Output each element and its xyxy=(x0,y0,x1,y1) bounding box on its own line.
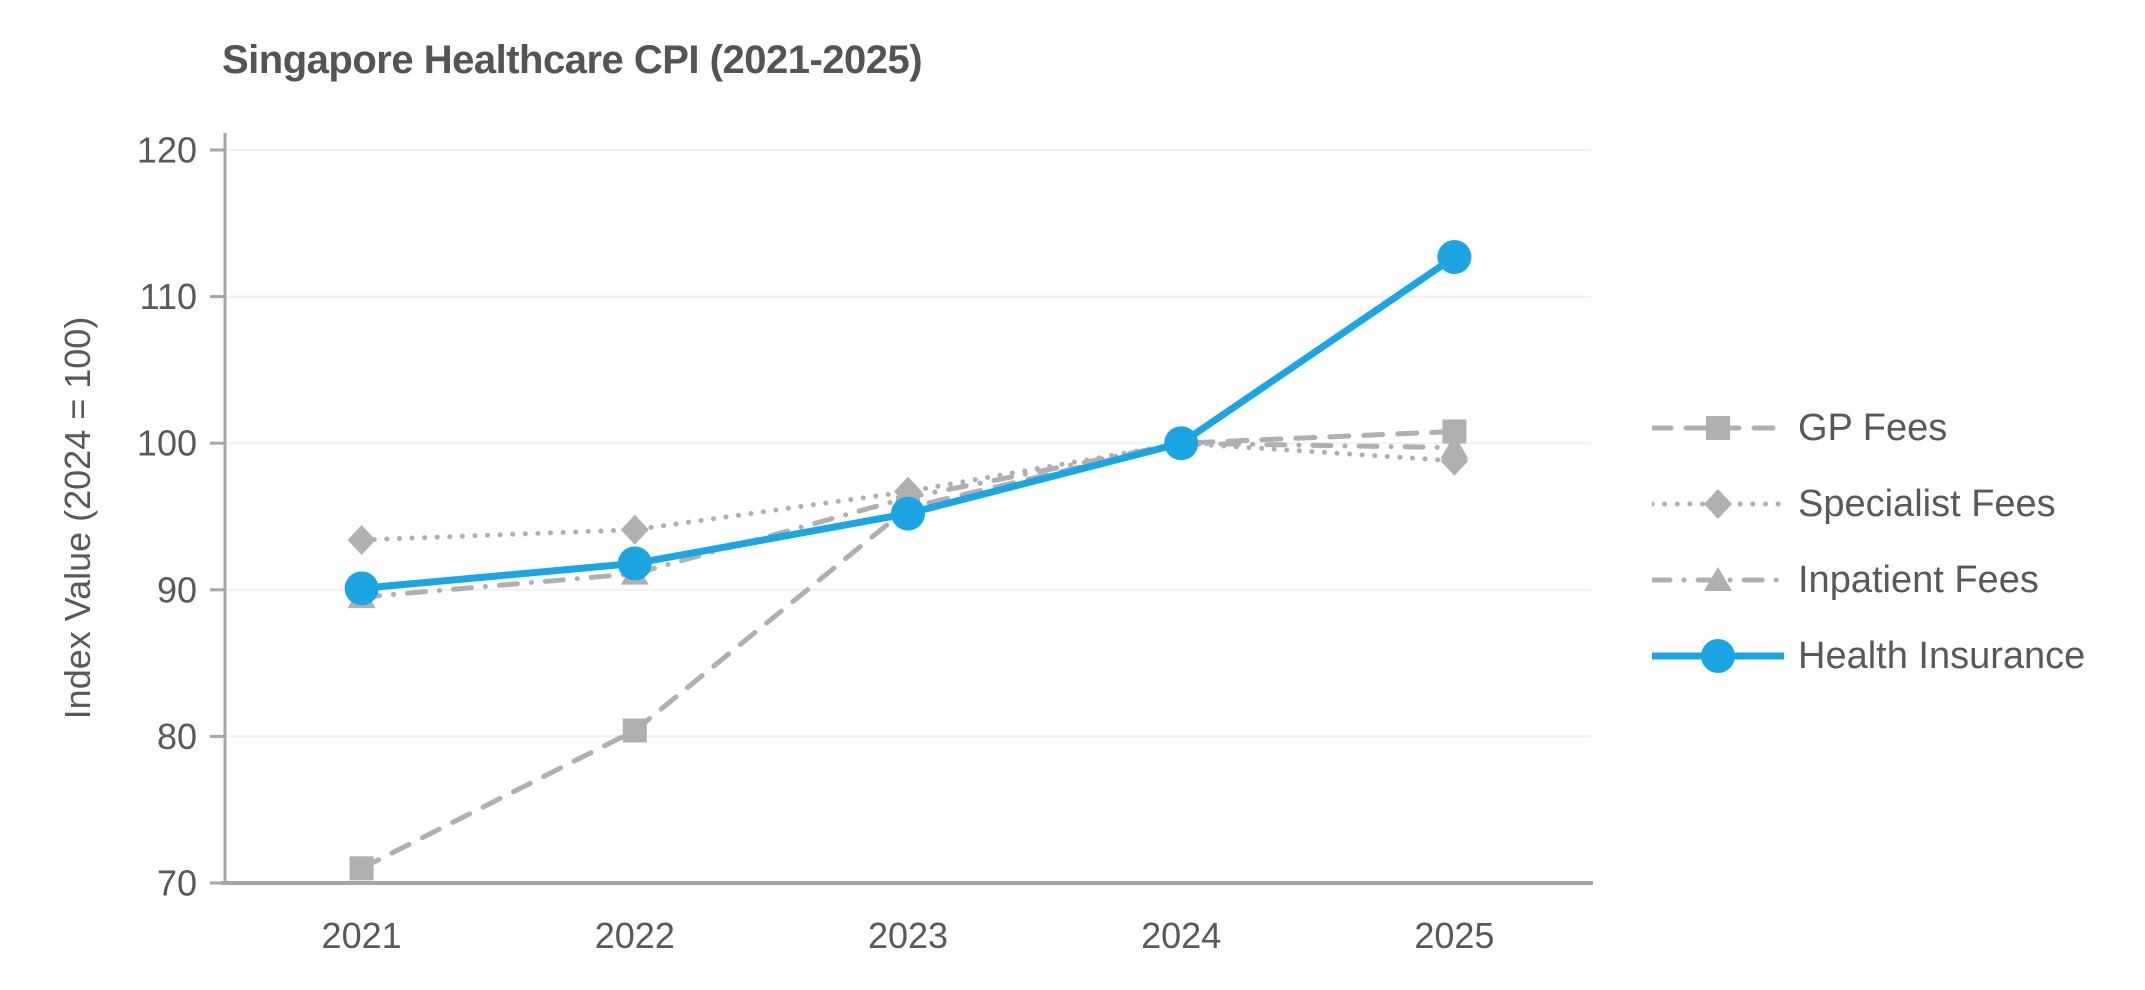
marker-gp-fees xyxy=(622,718,647,743)
x-tick-label: 2023 xyxy=(868,915,948,956)
legend-label: Specialist Fees xyxy=(1798,482,2056,525)
legend-label: GP Fees xyxy=(1798,406,1948,449)
legend-sample-line-icon xyxy=(1652,567,1784,591)
marker-gp-fees xyxy=(349,856,374,881)
chart-legend: GP Fees Specialist Fees Inpatient Fees H… xyxy=(1652,390,2085,694)
y-tick-label: 110 xyxy=(140,276,197,317)
y-tick-label: 100 xyxy=(137,423,197,464)
marker-inpatient-fees-legend xyxy=(1704,567,1732,591)
legend-item-gp-fees: GP Fees xyxy=(1652,390,2085,466)
chart-title: Singapore Healthcare CPI (2021-2025) xyxy=(222,38,923,82)
marker-health-insurance xyxy=(617,546,652,581)
series-line-specialist-fees xyxy=(359,440,1457,543)
y-tick-label: 70 xyxy=(157,863,197,904)
marker-health-insurance xyxy=(1164,426,1199,461)
marker-health-insurance xyxy=(1437,240,1472,275)
y-tick-label: 80 xyxy=(157,716,197,757)
x-tick-label: 2025 xyxy=(1414,915,1494,956)
x-tick-label: 2022 xyxy=(595,915,675,956)
marker-health-insurance xyxy=(891,496,925,531)
y-tick-label: 90 xyxy=(157,569,197,610)
legend-item-health-insurance: Health Insurance xyxy=(1652,618,2085,694)
marker-inpatient-fees xyxy=(1440,434,1469,459)
marker-gp-fees-legend xyxy=(1706,416,1730,440)
marker-specialist-fees-legend xyxy=(1704,489,1732,519)
marker-health-insurance-legend xyxy=(1701,639,1735,673)
y-tick-label: 120 xyxy=(137,130,197,171)
x-tick-label: 2021 xyxy=(322,915,402,956)
series-line-health-insurance xyxy=(358,253,1458,592)
legend-sample-line-icon xyxy=(1652,489,1784,519)
marker-specialist-fees xyxy=(620,514,649,545)
legend-sample-line-icon xyxy=(1652,639,1784,673)
marker-health-insurance xyxy=(344,571,379,606)
legend-item-specialist-fees: Specialist Fees xyxy=(1652,466,2085,542)
legend-label: Health Insurance xyxy=(1798,634,2086,677)
legend-item-inpatient-fees: Inpatient Fees xyxy=(1652,542,2085,618)
x-tick-label: 2024 xyxy=(1141,915,1221,956)
legend-label: Inpatient Fees xyxy=(1798,558,2039,601)
marker-specialist-fees xyxy=(347,524,376,555)
legend-sample-line-icon xyxy=(1652,416,1784,440)
